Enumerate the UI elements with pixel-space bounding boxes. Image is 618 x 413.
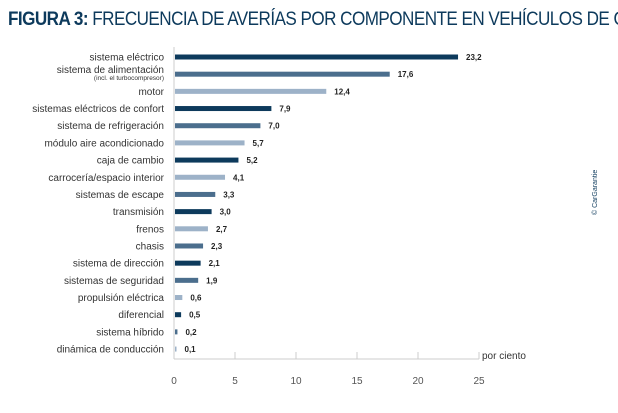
bar	[175, 312, 182, 318]
category-label: motor	[138, 87, 164, 98]
title-text: FRECUENCIA DE AVERÍAS POR COMPONENTE EN …	[92, 9, 618, 30]
bar	[175, 295, 183, 301]
bar	[175, 346, 177, 352]
value-label: 23,2	[466, 53, 482, 62]
x-tick-label: 0	[171, 376, 177, 387]
bar	[175, 88, 327, 94]
value-label: 7,0	[268, 122, 280, 131]
bar	[175, 123, 261, 129]
value-label: 4,1	[233, 173, 245, 182]
bar	[175, 174, 226, 180]
value-label: 3,0	[220, 208, 232, 217]
bar	[175, 226, 208, 232]
category-label: sistema de dirección	[73, 259, 164, 270]
value-label: 2,3	[211, 242, 223, 251]
category-label: propulsión eléctrica	[78, 293, 165, 304]
category-label: sistema de refrigeración	[57, 121, 164, 132]
bar	[175, 209, 212, 215]
category-label: carrocería/espacio interior	[48, 173, 164, 184]
x-tick-label: 15	[351, 376, 363, 387]
category-label: dinámica de conducción	[57, 345, 164, 356]
value-label: 2,7	[216, 225, 228, 234]
category-label: sistemas de escape	[76, 190, 165, 201]
category-label: sistemas eléctricos de confort	[32, 104, 164, 115]
category-label: sistema eléctrico	[90, 53, 165, 64]
bar	[175, 277, 199, 283]
value-label: 5,7	[253, 139, 265, 148]
title-prefix: FIGURA 3:	[8, 9, 89, 30]
value-label: 2,1	[209, 259, 221, 268]
bar	[175, 329, 178, 335]
category-note: (incl. el turbocompresor)	[94, 75, 164, 82]
value-label: 3,3	[223, 190, 235, 199]
category-label: caja de cambio	[97, 156, 165, 167]
category-label: módulo aire acondicionado	[44, 138, 164, 149]
value-label: 17,6	[398, 70, 414, 79]
value-label: 7,9	[279, 105, 291, 114]
chart-title: FIGURA 3: FRECUENCIA DE AVERÍAS POR COMP…	[8, 9, 618, 31]
category-label: transmisión	[113, 207, 164, 218]
x-tick-label: 20	[412, 376, 424, 387]
value-label: 0,6	[190, 294, 202, 303]
category-label: sistema de alimentación	[57, 65, 164, 76]
value-label: 5,2	[246, 156, 258, 165]
value-label: 1,9	[206, 276, 218, 285]
x-tick-label: 25	[473, 376, 485, 387]
bar	[175, 54, 459, 60]
category-label: sistemas de seguridad	[64, 276, 164, 287]
value-label: 0,2	[185, 328, 197, 337]
x-tick-label: 10	[290, 376, 302, 387]
category-label: chasis	[136, 241, 164, 252]
category-label: frenos	[136, 224, 164, 235]
bar	[175, 157, 239, 163]
value-label: 0,5	[189, 311, 201, 320]
bar	[175, 260, 201, 266]
category-label: sistema híbrido	[96, 327, 164, 338]
x-axis-label: por ciento	[482, 351, 526, 362]
bar	[175, 140, 245, 146]
category-label: diferencial	[118, 310, 164, 321]
value-label: 12,4	[334, 87, 350, 96]
value-label: 0,1	[185, 345, 197, 354]
copyright: © CarGarantie	[592, 169, 599, 215]
x-tick-label: 5	[232, 376, 238, 387]
bar	[175, 71, 390, 77]
bar	[175, 243, 204, 249]
bar	[175, 106, 272, 112]
bar	[175, 191, 216, 197]
